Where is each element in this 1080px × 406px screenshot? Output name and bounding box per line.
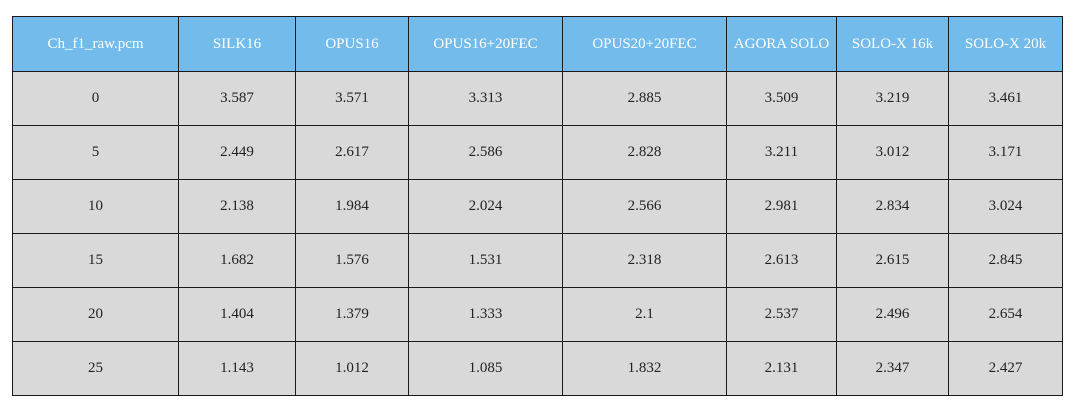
header-cell: AGORA SOLO xyxy=(726,16,837,72)
score-cell: 3.461 xyxy=(948,71,1063,126)
score-cell: 2.347 xyxy=(836,341,949,396)
header-cell: OPUS20+20FEC xyxy=(562,16,727,72)
score-cell: 2.834 xyxy=(836,179,949,234)
score-cell: 2.449 xyxy=(178,125,296,180)
score-cell: 2.131 xyxy=(726,341,837,396)
row-label: 5 xyxy=(12,125,179,180)
score-cell: 2.1 xyxy=(562,287,727,342)
row-label: 25 xyxy=(12,341,179,396)
score-cell: 1.832 xyxy=(562,341,727,396)
results-table: Ch_f1_raw.pcm SILK16 OPUS16 OPUS16+20FEC OPU… xyxy=(12,16,1063,396)
row-label: 10 xyxy=(12,179,179,234)
header-cell: SILK16 xyxy=(178,16,296,72)
header-cell: SOLO-X 16k xyxy=(836,16,949,72)
score-cell: 1.143 xyxy=(178,341,296,396)
table-body: 0 3.587 3.571 3.313 2.885 3.509 3.219 3.461 5 2.4… xyxy=(12,71,1063,396)
score-cell: 3.219 xyxy=(836,71,949,126)
table-row: 0 3.587 3.571 3.313 2.885 3.509 3.219 3.461 xyxy=(12,71,1063,126)
score-cell: 3.012 xyxy=(836,125,949,180)
score-cell: 2.496 xyxy=(836,287,949,342)
score-cell: 1.984 xyxy=(295,179,409,234)
score-cell: 3.571 xyxy=(295,71,409,126)
score-cell: 1.404 xyxy=(178,287,296,342)
score-cell: 3.024 xyxy=(948,179,1063,234)
table-row: 20 1.404 1.379 1.333 2.1 2.537 2.496 2.654 xyxy=(12,287,1063,342)
score-cell: 2.615 xyxy=(836,233,949,288)
score-cell: 2.654 xyxy=(948,287,1063,342)
score-cell: 2.885 xyxy=(562,71,727,126)
score-cell: 3.509 xyxy=(726,71,837,126)
score-cell: 2.845 xyxy=(948,233,1063,288)
header-cell: OPUS16 xyxy=(295,16,409,72)
score-cell: 1.576 xyxy=(295,233,409,288)
header-cell: SOLO-X 20k xyxy=(948,16,1063,72)
score-cell: 2.981 xyxy=(726,179,837,234)
score-cell: 2.138 xyxy=(178,179,296,234)
score-cell: 2.537 xyxy=(726,287,837,342)
header-cell: Ch_f1_raw.pcm xyxy=(12,16,179,72)
score-cell: 2.427 xyxy=(948,341,1063,396)
score-cell: 3.313 xyxy=(408,71,563,126)
header-row: Ch_f1_raw.pcm SILK16 OPUS16 OPUS16+20FEC OPU… xyxy=(12,16,1063,72)
score-cell: 1.531 xyxy=(408,233,563,288)
score-cell: 2.613 xyxy=(726,233,837,288)
score-cell: 2.617 xyxy=(295,125,409,180)
table-row: 15 1.682 1.576 1.531 2.318 2.613 2.615 2.845 xyxy=(12,233,1063,288)
score-cell: 2.828 xyxy=(562,125,727,180)
row-label: 20 xyxy=(12,287,179,342)
score-cell: 2.024 xyxy=(408,179,563,234)
score-cell: 1.333 xyxy=(408,287,563,342)
header-cell: OPUS16+20FEC xyxy=(408,16,563,72)
row-label: 15 xyxy=(12,233,179,288)
score-cell: 3.587 xyxy=(178,71,296,126)
table-row: 25 1.143 1.012 1.085 1.832 2.131 2.347 2.427 xyxy=(12,341,1063,396)
score-cell: 1.379 xyxy=(295,287,409,342)
score-cell: 1.682 xyxy=(178,233,296,288)
score-cell: 3.211 xyxy=(726,125,837,180)
score-cell: 2.318 xyxy=(562,233,727,288)
score-cell: 3.171 xyxy=(948,125,1063,180)
score-cell: 2.566 xyxy=(562,179,727,234)
score-cell: 2.586 xyxy=(408,125,563,180)
row-label: 0 xyxy=(12,71,179,126)
score-cell: 1.012 xyxy=(295,341,409,396)
table-row: 5 2.449 2.617 2.586 2.828 3.211 3.012 3.171 xyxy=(12,125,1063,180)
table-row: 10 2.138 1.984 2.024 2.566 2.981 2.834 3.024 xyxy=(12,179,1063,234)
score-cell: 1.085 xyxy=(408,341,563,396)
